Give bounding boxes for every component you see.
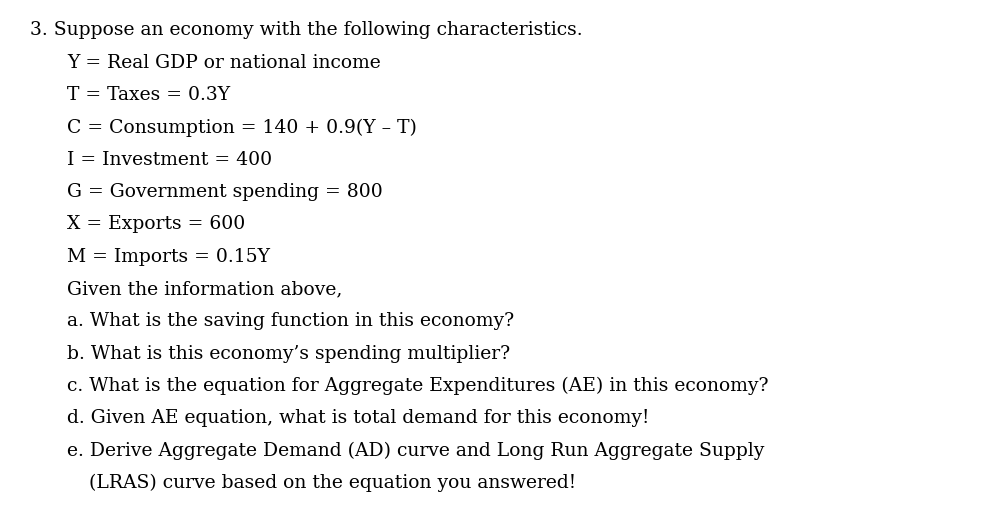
Text: Y = Real GDP or national income: Y = Real GDP or national income [67, 54, 381, 72]
Text: c. What is the equation for Aggregate Expenditures (AE) in this economy?: c. What is the equation for Aggregate Ex… [67, 377, 769, 395]
Text: T = Taxes = 0.3Y: T = Taxes = 0.3Y [67, 86, 230, 104]
Text: M = Imports = 0.15Y: M = Imports = 0.15Y [67, 248, 270, 266]
Text: b. What is this economy’s spending multiplier?: b. What is this economy’s spending multi… [67, 345, 511, 362]
Text: X = Exports = 600: X = Exports = 600 [67, 215, 245, 233]
Text: 3. Suppose an economy with the following characteristics.: 3. Suppose an economy with the following… [30, 21, 582, 39]
Text: e. Derive Aggregate Demand (AD) curve and Long Run Aggregate Supply: e. Derive Aggregate Demand (AD) curve an… [67, 442, 765, 460]
Text: (LRAS) curve based on the equation you answered!: (LRAS) curve based on the equation you a… [89, 474, 576, 492]
Text: d. Given AE equation, what is total demand for this economy!: d. Given AE equation, what is total dema… [67, 409, 649, 427]
Text: I = Investment = 400: I = Investment = 400 [67, 151, 273, 168]
Text: Given the information above,: Given the information above, [67, 280, 343, 298]
Text: G = Government spending = 800: G = Government spending = 800 [67, 183, 383, 201]
Text: C = Consumption = 140 + 0.9(Y – T): C = Consumption = 140 + 0.9(Y – T) [67, 119, 417, 136]
Text: a. What is the saving function in this economy?: a. What is the saving function in this e… [67, 313, 515, 330]
